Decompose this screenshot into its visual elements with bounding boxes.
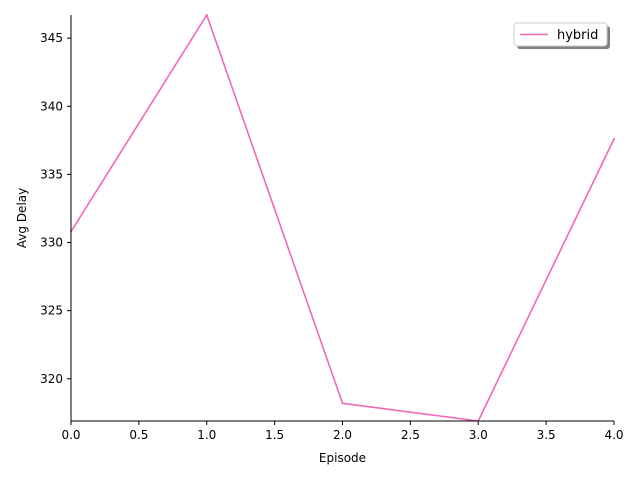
data-point [613, 137, 615, 140]
data-point [205, 14, 208, 16]
x-tick-label: 1.0 [197, 428, 216, 442]
x-tick-label: 2.0 [333, 428, 352, 442]
x-tick-label: 0.0 [61, 428, 80, 442]
y-tick-label: 330 [40, 236, 63, 250]
x-axis-title: Episode [319, 451, 366, 465]
y-tick-label: 335 [40, 167, 63, 181]
x-tick-label: 2.5 [401, 428, 420, 442]
legend-box [513, 22, 608, 47]
x-tick-label: 0.5 [129, 428, 148, 442]
legend-label-hybrid: hybrid [557, 28, 598, 43]
y-axis-title: Avg Delay [15, 188, 29, 248]
series-layer [70, 14, 615, 422]
x-tick-label: 1.5 [265, 428, 284, 442]
y-tick-label: 320 [40, 372, 63, 386]
legend: hybrid [513, 22, 610, 49]
data-point [341, 402, 344, 405]
y-tick-label: 340 [40, 99, 63, 113]
y-axis-ticks: 320 325 330 335 340 345 [40, 31, 71, 386]
x-tick-label: 4.0 [604, 428, 623, 442]
y-tick-label: 345 [40, 31, 63, 45]
x-tick-label: 3.5 [537, 428, 556, 442]
series-line-hybrid [70, 14, 615, 422]
x-tick-label: 3.0 [469, 428, 488, 442]
y-tick-label: 325 [40, 304, 63, 318]
x-axis-ticks: 0.0 0.5 1.0 1.5 2.0 2.5 3.0 3.5 4.0 [61, 421, 624, 442]
